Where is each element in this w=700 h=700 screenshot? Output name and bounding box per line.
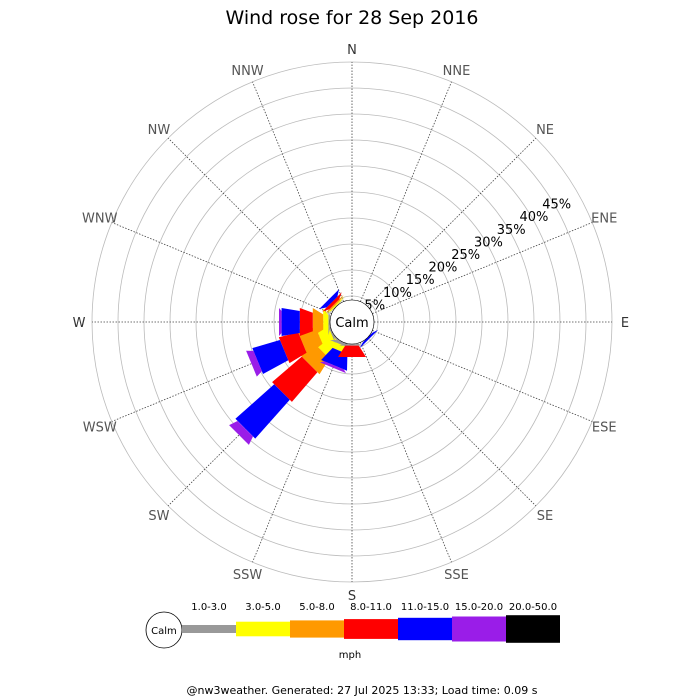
spoke-se [367, 337, 537, 507]
direction-label-nw: NW [148, 123, 171, 138]
direction-label-s: S [348, 589, 356, 604]
direction-label-ene: ENE [591, 212, 617, 227]
bar-ssw-15.0-20.0 [320, 361, 346, 374]
direction-label-nnw: NNW [231, 64, 263, 79]
bar-sw-15.0-20.0 [229, 421, 253, 445]
bar-sw-8.0-11.0 [272, 356, 318, 402]
spoke-nnw [252, 81, 344, 302]
legend-swatch-20.0-50.0 [506, 615, 560, 643]
direction-label-n: N [347, 43, 357, 58]
bar-s-8.0-11.0 [338, 345, 366, 357]
direction-label-ese: ESE [592, 420, 617, 435]
spoke-ssw [252, 342, 344, 563]
bar-w-11.0-15.0 [281, 308, 300, 336]
spoke-ne [367, 137, 537, 307]
legend-label-1.0-3.0: 1.0-3.0 [191, 602, 226, 613]
calm-circle [329, 299, 375, 345]
radial-tick-40: 40% [519, 210, 548, 225]
bar-nw-3.0-5.0 [326, 296, 345, 315]
grid-ring [195, 165, 509, 479]
legend-unit: mph [339, 650, 361, 661]
legend-label-15.0-20.0: 15.0-20.0 [455, 602, 503, 613]
spoke-wnw [111, 222, 332, 314]
legend-label-3.0-5.0: 3.0-5.0 [245, 602, 280, 613]
legend-swatch-1.0-3.0 [182, 625, 236, 633]
direction-label-se: SE [537, 509, 553, 524]
spoke-sse [360, 342, 452, 563]
bar-w-3.0-5.0 [323, 308, 329, 336]
legend-label-20.0-50.0: 20.0-50.0 [509, 602, 557, 613]
bar-wsw-11.0-15.0 [252, 340, 289, 374]
radial-tick-35: 35% [497, 223, 526, 238]
bar-wsw-1.0-3.0 [325, 318, 336, 344]
wind-bars [229, 289, 379, 445]
legend-swatch-3.0-5.0 [236, 621, 290, 637]
legend-calm-label: Calm [151, 626, 177, 637]
radial-tick-10: 10% [383, 286, 412, 301]
legend-label-11.0-15.0: 11.0-15.0 [401, 602, 449, 613]
legend: Calm 1.0-3.0 3.0-5.0 5.0-8.0 8.0-11.0 11.0-1… [145, 602, 560, 649]
legend-label-8.0-11.0: 8.0-11.0 [350, 602, 392, 613]
grid-ring [117, 87, 587, 557]
direction-label-wsw: WSW [83, 420, 117, 435]
spoke-ese [372, 330, 593, 422]
direction-label-wnw: WNW [82, 212, 118, 227]
bar-wsw-15.0-20.0 [246, 350, 262, 377]
bar-w-8.0-11.0 [299, 308, 313, 336]
direction-label-e: E [621, 316, 629, 331]
bar-s-1.0-3.0 [338, 344, 366, 346]
bar-w-15.0-20.0 [279, 308, 282, 336]
spoke-ene [372, 222, 593, 314]
direction-label-ne: NE [536, 123, 554, 138]
bar-w-1.0-3.0 [328, 308, 330, 336]
chart-title: Wind rose for 28 Sep 2016 [225, 7, 478, 29]
legend-label-5.0-8.0: 5.0-8.0 [299, 602, 334, 613]
legend-swatch-5.0-8.0 [290, 620, 344, 638]
bar-nw-11.0-15.0 [319, 289, 339, 309]
footer-text: @nw3weather. Generated: 27 Jul 2025 13:3… [187, 684, 538, 697]
bar-sw-11.0-15.0 [235, 384, 290, 439]
calm-label: Calm [335, 316, 368, 331]
radial-tick-25: 25% [451, 248, 480, 263]
direction-label-w: W [73, 316, 86, 331]
spoke-nne [360, 81, 452, 302]
direction-label-ssw: SSW [233, 568, 263, 583]
legend-swatch-15.0-20.0 [452, 616, 506, 642]
radial-tick-20: 20% [429, 261, 458, 276]
bar-wsw-8.0-11.0 [278, 332, 307, 364]
direction-labels: N NNE NE ENE E ESE SE SSE S SSW SW WSW W WNW NW NNW [73, 43, 630, 604]
radial-tick-labels: 5%10%15%20%25%30%35%40%45% [364, 198, 571, 314]
bar-se-11.0-15.0 [359, 329, 379, 349]
legend-swatch-8.0-11.0 [344, 619, 398, 639]
radial-tick-15: 15% [406, 273, 435, 288]
legend-swatch-11.0-15.0 [398, 617, 452, 641]
spoke-nw [167, 137, 337, 307]
direction-label-nne: NNE [443, 64, 471, 79]
direction-label-sw: SW [148, 509, 169, 524]
radial-tick-30: 30% [474, 235, 503, 250]
direction-label-sse: SSE [444, 568, 469, 583]
grid-ring [273, 243, 431, 401]
radial-tick-45: 45% [542, 198, 571, 213]
bar-w-5.0-8.0 [312, 308, 324, 336]
